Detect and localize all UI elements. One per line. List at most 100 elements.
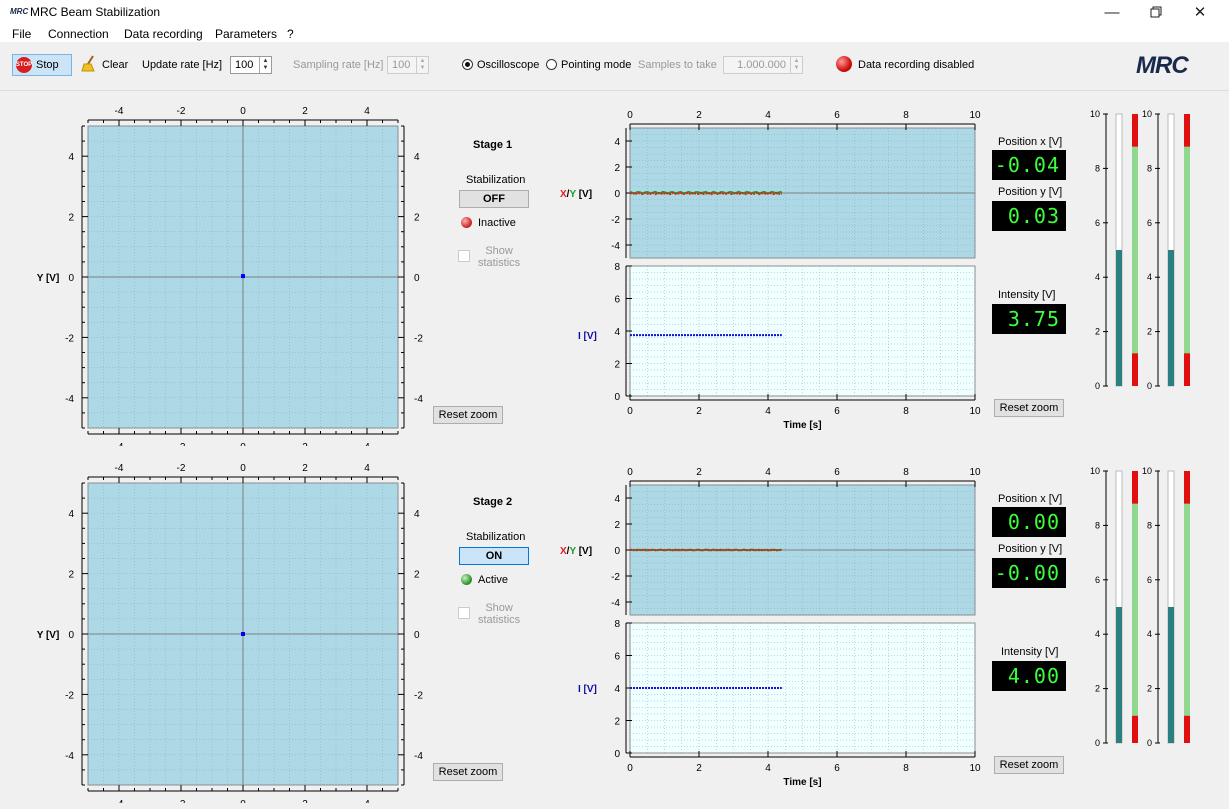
clear-button[interactable]: Clear (102, 59, 129, 71)
close-icon[interactable]: ✕ (1193, 4, 1207, 21)
stage2-xy-time-plot[interactable]: -4 -2 0 2 4 0 2 4 6 8 10 X/Y [V] (560, 453, 990, 623)
piezo-range-bar (1184, 503, 1190, 716)
tick-label: 2 (1095, 684, 1100, 694)
tick-label: -4 (414, 751, 423, 762)
menu-parameters[interactable]: Parameters (215, 27, 278, 41)
menu-help[interactable]: ? (287, 27, 294, 41)
stage1-xy-time-plot[interactable]: -4 -2 0 2 4 0 2 4 6 8 10 X/Y [V] (560, 96, 990, 266)
tick-label: 10 (1142, 466, 1152, 476)
tick-label: -4 (414, 394, 423, 405)
stage2-reset-zoom-time-button[interactable]: Reset zoom (994, 756, 1064, 774)
oscilloscope-label[interactable]: Oscilloscope (477, 59, 540, 71)
stage2-position-y-label: Position y [V] (998, 543, 1063, 555)
menu-data-recording[interactable]: Data recording (124, 27, 203, 41)
broom-icon[interactable] (80, 55, 98, 76)
tick-label: -2 (177, 799, 186, 803)
piezo-value-bar (1116, 250, 1122, 386)
tick-label: 2 (1095, 327, 1100, 337)
pointing-mode-label[interactable]: Pointing mode (561, 59, 632, 71)
y-axis-title: X/Y [V] (560, 546, 592, 557)
spin-arrows-icon[interactable]: ▲ ▼ (259, 57, 271, 73)
restore-icon[interactable] (1134, 0, 1178, 24)
piezo-value-bar (1168, 250, 1174, 386)
stage1-xy-plot[interactable]: -4-4-4-4-2-2-2-2000022224444X [V]Y [V] (0, 96, 580, 446)
tick-label: -2 (611, 215, 620, 226)
tick-label: -2 (177, 106, 186, 117)
menu-file[interactable]: File (12, 27, 32, 41)
minimize-icon[interactable]: — (1104, 3, 1120, 21)
y-axis-title-part: [V] (576, 546, 592, 557)
tick-label: 6 (834, 406, 840, 417)
tick-label: -4 (65, 751, 74, 762)
stage1-intensity-plot[interactable]: 0 2 4 6 8 0 2 4 6 8 10 I [V] Time [s] (560, 258, 990, 440)
tick-label: 4 (765, 406, 771, 417)
oscilloscope-radio[interactable] (462, 59, 473, 70)
tick-label: 10 (969, 467, 981, 478)
stage2-stabilization-toggle[interactable]: ON (459, 547, 529, 565)
tick-label: 2 (614, 717, 620, 728)
tick-label: 4 (68, 509, 74, 520)
piezo-value-bar (1168, 607, 1174, 743)
y-axis-title-part: / (567, 546, 570, 557)
stage1-stabilization-toggle[interactable]: OFF (459, 190, 529, 208)
tick-label: 4 (1095, 272, 1100, 282)
tick-label: -4 (115, 463, 124, 474)
beam-position-point (241, 632, 245, 636)
stage1-reset-zoom-time-button[interactable]: Reset zoom (994, 399, 1064, 417)
tick-label: 8 (903, 406, 909, 417)
y-axis-title-part: X (560, 189, 567, 200)
tick-label: 4 (765, 110, 771, 121)
stage1-reset-zoom-xy-button[interactable]: Reset zoom (433, 406, 503, 424)
tick-label: -2 (611, 572, 620, 583)
tick-label: 6 (614, 295, 620, 306)
tick-label: 2 (302, 463, 308, 474)
tick-label: 4 (414, 152, 420, 163)
tick-label: 2 (302, 106, 308, 117)
stage1-status-led-icon (461, 217, 472, 228)
stop-label: Stop (36, 59, 59, 71)
stage2-intensity-plot[interactable]: 0 2 4 6 8 0 2 4 6 8 10 I [V] Time [s] (560, 615, 990, 797)
stage2-status-text: Active (478, 574, 508, 586)
tick-label: 10 (1142, 109, 1152, 119)
tick-label: 0 (240, 463, 246, 474)
tick-label: 8 (1147, 520, 1152, 530)
pointing-mode-radio[interactable] (546, 59, 557, 70)
tick-label: 10 (969, 763, 981, 774)
y-axis-title-part: / (567, 189, 570, 200)
toolbar (0, 42, 1229, 91)
tick-label: -4 (115, 106, 124, 117)
window-title: MRC Beam Stabilization (30, 5, 161, 19)
tick-label: 2 (696, 110, 702, 121)
tick-label: 10 (1090, 109, 1100, 119)
tick-label: 2 (696, 763, 702, 774)
tick-label: 4 (414, 509, 420, 520)
stage1-piezo-bars: 0246810x0246810yPiezo range [V] (1090, 109, 1190, 391)
beam-position-point (241, 274, 245, 279)
tick-label: 10 (969, 406, 981, 417)
spin-arrows-icon: ▲ ▼ (790, 57, 802, 73)
menu-connection[interactable]: Connection (48, 27, 109, 41)
stage1-show-statistics-checkbox[interactable] (458, 250, 470, 262)
tick-label: 10 (969, 110, 981, 121)
tick-label: -2 (177, 442, 186, 446)
tick-label: 2 (614, 163, 620, 174)
spin-arrows-icon: ▲ ▼ (416, 57, 428, 73)
stage2-reset-zoom-xy-button[interactable]: Reset zoom (433, 763, 503, 781)
tick-label: -4 (611, 241, 620, 252)
tick-label: -2 (414, 333, 423, 344)
tick-label: 6 (1095, 575, 1100, 585)
tick-label: 6 (834, 763, 840, 774)
tick-label: 2 (302, 442, 308, 446)
stage2-xy-plot[interactable]: -4-4-4-4-2-2-2-2000022224444X [V]Y [V] (0, 453, 580, 803)
stage2-position-x-label: Position x [V] (998, 493, 1063, 505)
tick-label: 2 (68, 570, 74, 581)
piezo-range-bar (1132, 503, 1138, 716)
piezo-range-bar (1132, 146, 1138, 354)
stage1-intensity-display: 3.75 (992, 304, 1066, 334)
tick-label: 6 (834, 110, 840, 121)
tick-label: 0 (627, 763, 633, 774)
piezo-value-bar (1116, 607, 1122, 743)
stage2-show-statistics-checkbox[interactable] (458, 607, 470, 619)
update-rate-spinbox[interactable]: 100 ▲ ▼ (230, 56, 272, 74)
stage2-intensity-label: Intensity [V] (1001, 646, 1059, 658)
